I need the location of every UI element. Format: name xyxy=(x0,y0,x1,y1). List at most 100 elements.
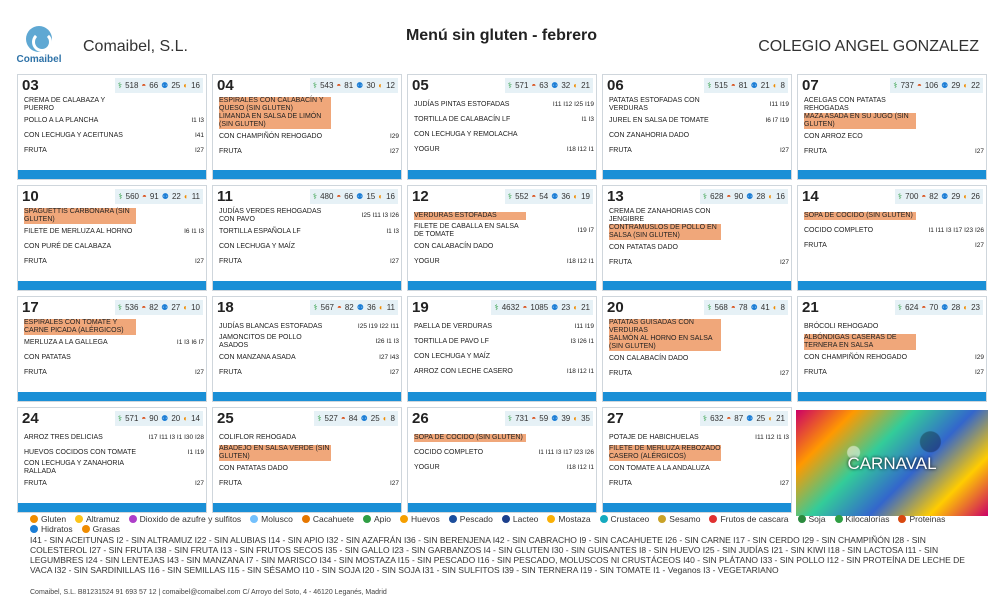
nutrition-value: 25 xyxy=(171,81,181,90)
nutrition-value: 8 xyxy=(390,414,395,423)
day-number: 19 xyxy=(412,299,429,316)
nutrition-value: 21 xyxy=(581,303,590,312)
nutrition-value: 737 xyxy=(900,81,914,90)
nutrition-value: 23 xyxy=(561,303,571,312)
allergen-icon xyxy=(81,525,90,533)
kcal-icon: ⚕ xyxy=(117,303,123,312)
dish-list: PAELLA DE VERDURAS I11 I19 TORTILLA DE PAV… xyxy=(414,319,594,379)
dish-codes: I11 I19 xyxy=(574,322,594,330)
kcal-icon: ⚕ xyxy=(507,414,513,423)
fat-icon: ◐ xyxy=(183,192,189,201)
dish-name: ALBÓNDIGAS CASERAS DE TERNERA EN SALSA xyxy=(804,334,916,350)
dish-name: JAMONCITOS DE POLLO ASADOS xyxy=(219,334,302,349)
page-footer: Comaibel, S.L. B81231524 91 693 57 12 | … xyxy=(30,589,387,596)
nutrition-value: 527 xyxy=(324,414,338,423)
dish-name: FRUTA xyxy=(804,147,827,155)
nutrition-value: 90 xyxy=(149,414,159,423)
dish-row: JUREL EN SALSA DE TOMATE I6 I7 I19 xyxy=(609,113,789,128)
dish-codes: I27 xyxy=(194,257,204,265)
dish-row: HUEVOS COCIDOS CON TOMATE I1 I19 xyxy=(24,445,204,460)
allergen-item: Cacahuete xyxy=(301,514,354,524)
dish-row: ARROZ TRES DELICIAS I17 I11 I3 I1 I30 I28 xyxy=(24,430,204,445)
dish-name: MAZA ASADA EN SU JUGO (SIN GLUTEN) xyxy=(804,113,916,129)
nutrition-summary: ⚕ 515 ◓ 81 ⚉ 21 ◐ 8 xyxy=(704,78,788,93)
day-cell: 03 ⚕ 518 ◓ 66 ⚉ 25 ◐ 16 CREMA DE CALABAZA Y PUERR… xyxy=(17,74,207,180)
dish-row: ESPIRALES CON CALABACÍN Y QUESO (SIN GLU… xyxy=(219,97,399,113)
fat-icon: ◐ xyxy=(183,414,189,423)
carbs-icon: ⚉ xyxy=(161,81,169,90)
dish-row: MAZA ASADA EN SU JUGO (SIN GLUTEN) xyxy=(804,113,984,129)
allergen-icon xyxy=(547,515,556,523)
dish-name: CON PATATAS xyxy=(24,353,71,361)
allergen-icon xyxy=(709,515,718,523)
allergen-item: Huevos xyxy=(399,514,440,524)
day-number: 24 xyxy=(22,410,39,427)
day-cell: 25 ⚕ 527 ◓ 84 ⚉ 25 ◐ 8 COLIFLOR REHOGADA ABADEJO E… xyxy=(212,407,402,513)
allergen-item: Gluten xyxy=(30,514,66,524)
dish-codes: I27 xyxy=(194,479,204,487)
allergen-item: Mostaza xyxy=(547,514,591,524)
nutrition-summary: ⚕ 4632 ◓ 1085 ⚉ 23 ◐ 21 xyxy=(491,300,593,315)
dish-row: FRUTA I27 xyxy=(219,365,399,380)
nutrition-value: 63 xyxy=(539,81,549,90)
allergen-item: Frutos de cascara xyxy=(709,514,789,524)
allergen-label: Molusco xyxy=(261,514,293,524)
dish-codes: I27 xyxy=(389,147,399,155)
allergen-icon xyxy=(128,515,137,523)
dish-name: SOPA DE COCIDO (SIN GLUTEN) xyxy=(804,211,916,220)
nutrition-value: 30 xyxy=(366,81,376,90)
nutrition-value: 82 xyxy=(929,192,939,201)
nutrition-value: 15 xyxy=(366,192,376,201)
dish-name: FRUTA xyxy=(804,241,827,249)
kcal-icon: ⚕ xyxy=(507,81,513,90)
day-footer-bar xyxy=(603,170,791,179)
allergen-label: Grasas xyxy=(92,524,121,534)
nutrition-value: 552 xyxy=(515,192,529,201)
dish-row: FRUTA I27 xyxy=(804,144,984,159)
dish-row: FRUTA I27 xyxy=(804,238,984,253)
dish-list: JUDÍAS PINTAS ESTOFADAS I11 I12 I25 I19 TO… xyxy=(414,97,594,157)
allergen-item: Sesamo xyxy=(658,514,700,524)
nutrition-value: 59 xyxy=(539,414,549,423)
nutrition-summary: ⚕ 731 ◓ 59 ⚉ 39 ◐ 35 xyxy=(504,411,593,426)
nutrition-value: 26 xyxy=(971,192,980,201)
allergen-item: Soja xyxy=(797,514,826,524)
day-number: 03 xyxy=(22,77,39,94)
dish-name: JUDÍAS PINTAS ESTOFADAS xyxy=(414,100,510,108)
dish-row: POTAJE DE HABICHUELAS I11 I12 I1 I3 xyxy=(609,430,789,445)
nutrition-value: 66 xyxy=(344,192,354,201)
day-number: 05 xyxy=(412,77,429,94)
carbs-icon: ⚉ xyxy=(356,81,364,90)
nutrition-value: 41 xyxy=(760,303,770,312)
allergen-legend: Gluten Altramuz Dioxido de azufre y sulfit… xyxy=(30,514,970,575)
dish-name: CON ZANAHORIA DADO xyxy=(609,131,690,139)
dish-name: FRUTA xyxy=(24,146,47,154)
dish-row: CON PATATAS DADO xyxy=(219,461,399,476)
nutrition-summary: ⚕ 568 ◓ 78 ⚉ 41 ◐ 8 xyxy=(704,300,788,315)
dish-row: FRUTA I27 xyxy=(24,143,204,158)
day-number: 17 xyxy=(22,299,39,316)
dish-codes: I3 I26 I1 xyxy=(570,337,595,345)
dish-name: FRUTA xyxy=(219,479,242,487)
dish-row: CON CHAMPIÑÓN REHOGADO I29 xyxy=(804,350,984,365)
dish-row: YOGUR I18 I12 I1 xyxy=(414,142,594,157)
allergen-icon xyxy=(75,515,84,523)
dish-row: SALMÓN AL HORNO EN SALSA (SIN GLUTEN) xyxy=(609,335,789,351)
dish-name: CON LECHUGA Y MAÍZ xyxy=(219,242,295,250)
day-cell: 17 ⚕ 536 ◓ 82 ⚉ 27 ◐ 10 ESPIRALES CON TOMATE Y CA… xyxy=(17,296,207,402)
dish-name: CON CALABACÍN DADO xyxy=(414,242,494,250)
dish-codes: I18 I12 I1 xyxy=(566,463,594,471)
allergen-icon xyxy=(658,515,667,523)
nutrition-value: 82 xyxy=(149,303,159,312)
dish-name: TORTILLA ESPAÑOLA LF xyxy=(219,227,301,235)
nutrition-value: 16 xyxy=(776,192,785,201)
carnaval-image: CARNAVAL xyxy=(796,410,988,516)
comaibel-logo: Comaibel xyxy=(16,26,62,70)
allergen-label: Lacteo xyxy=(512,514,539,524)
day-number: 04 xyxy=(217,77,234,94)
dish-name: SOPA DE COCIDO (SIN GLUTEN) xyxy=(414,433,526,442)
dish-row: CON PURÉ DE CALABAZA xyxy=(24,239,204,254)
allergen-label: Altramuz xyxy=(86,514,120,524)
carbs-icon: ⚉ xyxy=(551,414,559,423)
allergen-icon xyxy=(399,515,408,523)
